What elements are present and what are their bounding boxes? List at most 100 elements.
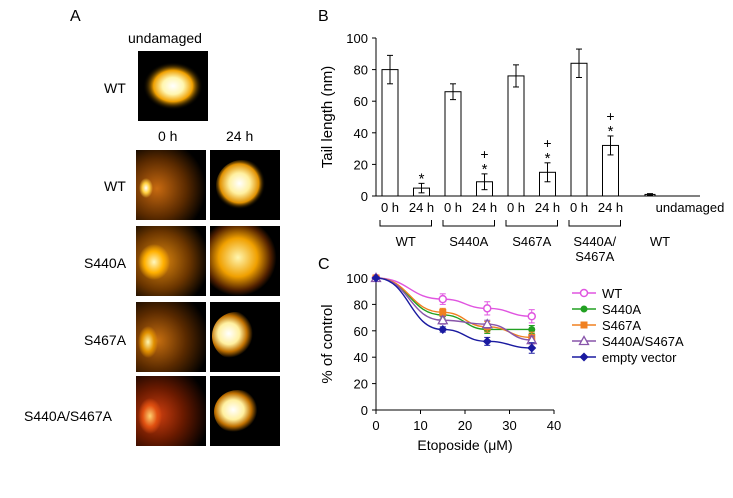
series-line bbox=[375, 277, 532, 341]
group-label: WT bbox=[650, 234, 670, 249]
row-label-s467a: S467A bbox=[84, 332, 127, 348]
y-tick-label: 40 bbox=[354, 350, 368, 365]
undamaged-wt-label: WT bbox=[104, 80, 126, 96]
legend-label: S467A bbox=[602, 318, 641, 333]
row-label-s440a: S440A bbox=[84, 255, 127, 271]
significance-mark: + bbox=[606, 108, 614, 124]
data-point bbox=[527, 312, 536, 321]
bar-label: 24 h bbox=[535, 200, 560, 215]
y-tick-label: 0 bbox=[361, 189, 368, 204]
comet-image-s440a-24h bbox=[210, 226, 280, 296]
x-tick-label: 40 bbox=[547, 418, 561, 433]
bar-label: 24 h bbox=[472, 200, 497, 215]
legend-label: WT bbox=[602, 286, 622, 301]
y-tick-label: 60 bbox=[354, 94, 368, 109]
data-point bbox=[438, 324, 448, 334]
significance-mark: + bbox=[543, 135, 551, 151]
time-label-24h: 24 h bbox=[226, 128, 254, 144]
group-label: S467A bbox=[575, 249, 614, 264]
x-tick-label: 10 bbox=[413, 418, 427, 433]
comet-wt-0h-graphic bbox=[136, 150, 206, 220]
group-label: S467A bbox=[512, 234, 551, 249]
etoposide-survival-line-chart: 0 20 40 60 80 100 0 10 20 30 40 % of control Etoposi… bbox=[319, 271, 684, 453]
y-tick-label: 20 bbox=[354, 377, 368, 392]
data-point bbox=[527, 343, 537, 353]
row-label-wt: WT bbox=[104, 178, 126, 194]
y-tick-label: 100 bbox=[346, 31, 368, 46]
bar bbox=[444, 91, 462, 197]
bar-label: 24 h bbox=[409, 200, 434, 215]
data-point bbox=[580, 321, 588, 329]
y-axis-title: % of control bbox=[319, 304, 336, 383]
comet-image-s440a-0h bbox=[136, 226, 206, 296]
group-label: S440A/ bbox=[573, 234, 616, 249]
bar-label: 0 h bbox=[570, 200, 588, 215]
data-point bbox=[483, 304, 492, 313]
comet-image-s467a-0h bbox=[136, 302, 206, 372]
bar-label: 24 h bbox=[598, 200, 623, 215]
significance-mark: + bbox=[480, 146, 488, 162]
group-bracket bbox=[568, 220, 621, 227]
y-tick-label: 40 bbox=[354, 126, 368, 141]
comet-undamaged-graphic bbox=[143, 62, 203, 110]
data-point bbox=[482, 336, 492, 346]
bar bbox=[507, 75, 525, 197]
y-tick-label: 60 bbox=[354, 324, 368, 339]
series-line bbox=[375, 277, 532, 317]
comet-s440a-24h-graphic bbox=[210, 226, 280, 296]
data-point bbox=[439, 308, 447, 316]
comet-image-s440a-s467a-0h bbox=[136, 376, 206, 446]
undamaged-title: undamaged bbox=[128, 30, 202, 46]
significance-mark: * bbox=[608, 123, 614, 140]
data-point bbox=[579, 288, 589, 298]
significance-mark: * bbox=[482, 161, 488, 178]
series-line bbox=[375, 277, 532, 349]
group-label: S440A bbox=[449, 234, 488, 249]
data-point bbox=[481, 318, 493, 329]
comet-image-s440a-s467a-24h bbox=[210, 376, 280, 446]
x-tick-label: 20 bbox=[458, 418, 472, 433]
legend-label: S440A/S467A bbox=[602, 334, 684, 349]
y-axis-title: Tail length (nm) bbox=[319, 66, 336, 169]
comet-s440a-s467a-0h-graphic bbox=[136, 376, 206, 446]
legend-label: empty vector bbox=[602, 350, 677, 365]
legend-label: S440A bbox=[602, 302, 641, 317]
data-point bbox=[578, 335, 590, 346]
tail-length-bar-chart: 0 20 40 60 80 100 Tail length (nm) 0 h * 24 h 0 h +… bbox=[319, 31, 725, 264]
comet-image-s467a-24h bbox=[210, 302, 280, 372]
bar-label: undamaged bbox=[656, 200, 725, 215]
data-point bbox=[528, 325, 536, 333]
comet-s440a-s467a-24h-graphic bbox=[210, 376, 280, 446]
group-bracket bbox=[379, 220, 432, 227]
data-point bbox=[438, 294, 447, 304]
significance-mark: * bbox=[419, 170, 425, 187]
comet-image-undamaged bbox=[138, 51, 208, 121]
data-point bbox=[371, 273, 381, 283]
bar-label: 0 h bbox=[381, 200, 399, 215]
significance-mark: * bbox=[545, 150, 551, 167]
panel-b-letter: B bbox=[318, 8, 329, 25]
data-point bbox=[580, 305, 588, 313]
x-tick-label: 0 bbox=[372, 418, 379, 433]
group-bracket bbox=[505, 220, 558, 227]
y-tick-label: 20 bbox=[354, 157, 368, 172]
bar-label: 0 h bbox=[507, 200, 525, 215]
panel-a-letter: A bbox=[70, 8, 81, 25]
comet-s467a-0h-graphic bbox=[136, 302, 206, 372]
comet-s467a-24h-graphic bbox=[210, 302, 280, 372]
y-tick-label: 80 bbox=[354, 297, 368, 312]
panel-c-letter: C bbox=[318, 256, 330, 273]
time-label-0h: 0 h bbox=[158, 128, 178, 144]
comet-s440a-0h-graphic bbox=[136, 226, 206, 296]
row-label-s440a-s467a: S440A/S467A bbox=[24, 408, 112, 424]
y-tick-label: 100 bbox=[346, 271, 368, 286]
comet-image-wt-24h bbox=[210, 150, 280, 220]
x-tick-label: 30 bbox=[502, 418, 516, 433]
comet-image-wt-0h bbox=[136, 150, 206, 220]
group-bracket bbox=[442, 220, 495, 227]
bar bbox=[570, 62, 588, 197]
x-axis-title: Etoposide (μM) bbox=[417, 437, 512, 453]
comet-wt-24h-graphic bbox=[216, 160, 268, 212]
y-tick-label: 0 bbox=[361, 403, 368, 418]
data-point bbox=[579, 352, 589, 362]
